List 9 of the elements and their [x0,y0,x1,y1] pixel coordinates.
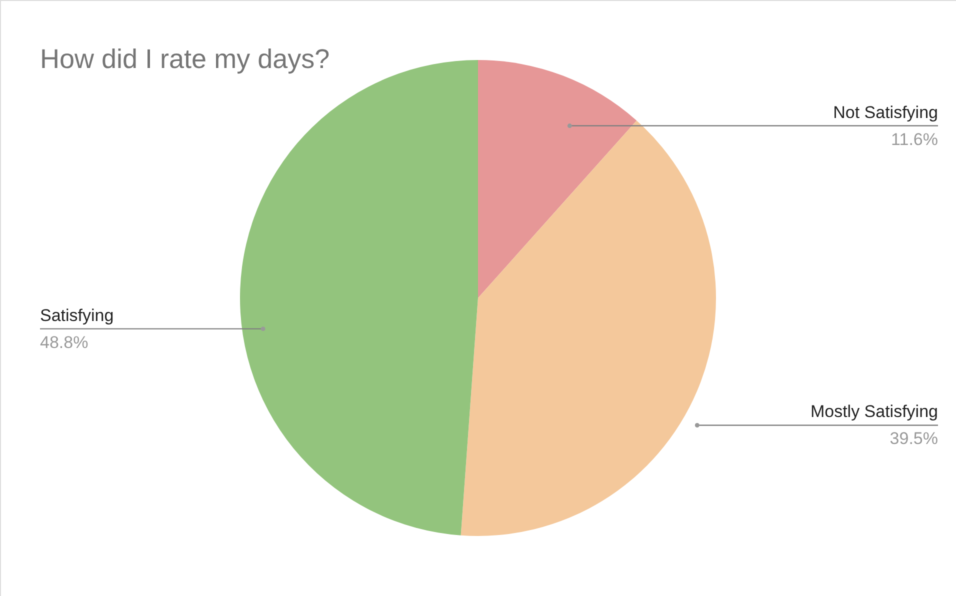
slice-label: Mostly Satisfying [810,402,938,422]
pie-slice [478,60,637,298]
chart-title: How did I rate my days? [40,44,330,74]
data-label: 48.8% [40,332,88,352]
slice-label: Satisfying [40,306,114,325]
pie-slice [460,120,716,536]
slice-label: Not Satisfying [833,102,938,122]
data-label: 39.5% [890,429,938,448]
data-label: 11.6% [891,130,938,149]
